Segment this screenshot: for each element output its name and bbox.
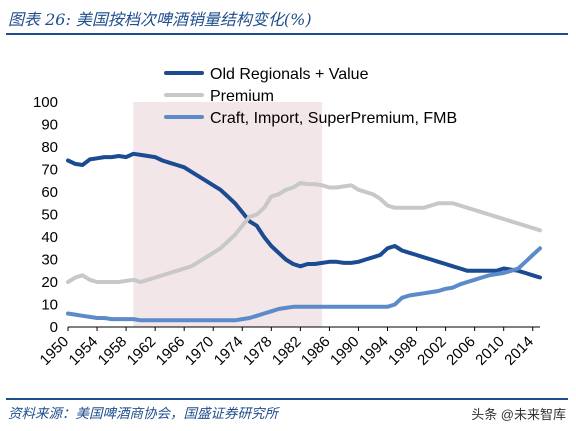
x-tick: 1954 [66,327,102,369]
y-tick: 60 [41,184,58,201]
x-tick-label: 1982 [269,333,305,369]
source-rule [6,398,568,400]
x-tick-label: 1986 [298,333,334,369]
x-tick-label: 1970 [182,333,218,369]
x-tick-label: 1954 [66,333,102,369]
legend-item: Old Regionals + Value [164,66,369,83]
x-tick-label: 2002 [414,333,450,369]
series-lines [66,151,542,323]
series-line-1 [66,151,542,280]
x-tick: 1978 [240,327,276,369]
x-tick: 1990 [327,327,363,369]
x-tick-label: 1958 [95,333,131,369]
legend-label: Premium [210,88,274,105]
x-tick: 1986 [298,327,334,369]
series-line-2 [66,181,542,284]
x-tick-label: 1990 [327,333,363,369]
y-tick: 30 [41,252,58,269]
y-tick-label: 70 [41,162,58,179]
y-tick-label: 10 [41,297,58,314]
y-tick: 100 [33,94,58,111]
legend-label: Craft, Import, SuperPremium, FMB [210,110,457,127]
x-tick: 2006 [443,327,479,369]
y-tick-label: 50 [41,207,58,224]
x-tick: 1958 [95,327,131,369]
y-tick-label: 20 [41,274,58,291]
y-tick: 90 [41,117,58,134]
figure-title: 图表 26: 美国按档次啤酒销量结构变化(%) [8,10,312,29]
x-tick: 1966 [153,327,189,369]
y-tick: 70 [41,162,58,179]
x-tick-label: 2006 [443,333,479,369]
x-tick: 1962 [124,327,160,369]
x-tick: 2010 [472,327,508,369]
y-tick-label: 40 [41,229,58,246]
shaded-period-layer [133,102,323,327]
line-chart: 0102030405060708090100195019541958196219… [33,66,542,369]
x-tick: 2002 [414,327,450,369]
legend-item: Premium [164,88,274,105]
x-tick-label: 1966 [153,333,189,369]
x-tick-label: 2014 [501,333,537,369]
y-tick: 0 [50,319,58,336]
legend-label: Old Regionals + Value [210,66,369,83]
y-tick-label: 0 [50,319,58,336]
y-tick-label: 30 [41,252,58,269]
y-tick: 40 [41,229,58,246]
y-tick-label: 60 [41,184,58,201]
y-tick-label: 100 [33,94,58,111]
shaded-period [133,102,323,327]
x-tick-label: 1950 [37,333,73,369]
x-tick: 1982 [269,327,305,369]
y-tick: 50 [41,207,58,224]
x-tick-label: 1998 [385,333,421,369]
y-tick: 80 [41,139,58,156]
x-tick: 1970 [182,327,218,369]
x-tick-label: 2010 [472,333,508,369]
series-line-3 [66,246,542,323]
x-tick: 2014 [501,327,537,369]
x-tick-label: 1978 [240,333,276,369]
title-rule [6,33,568,35]
x-tick-label: 1994 [356,333,392,369]
x-tick: 1974 [211,327,247,369]
x-tick: 1994 [356,327,392,369]
y-tick: 20 [41,274,58,291]
y-tick: 10 [41,297,58,314]
x-tick-label: 1962 [124,333,160,369]
y-tick-label: 80 [41,139,58,156]
legend-item: Craft, Import, SuperPremium, FMB [164,110,457,127]
x-tick-label: 1974 [211,333,247,369]
x-tick: 1998 [385,327,421,369]
source-note: 资料来源：美国啤酒商协会，国盛证券研究所 [8,406,278,422]
legend: Old Regionals + Value Premium Craft, Impor… [164,66,457,127]
axes: 0102030405060708090100195019541958196219… [33,94,540,369]
y-tick-label: 90 [41,117,58,134]
watermark: 头条 @未来智库 [471,407,566,422]
